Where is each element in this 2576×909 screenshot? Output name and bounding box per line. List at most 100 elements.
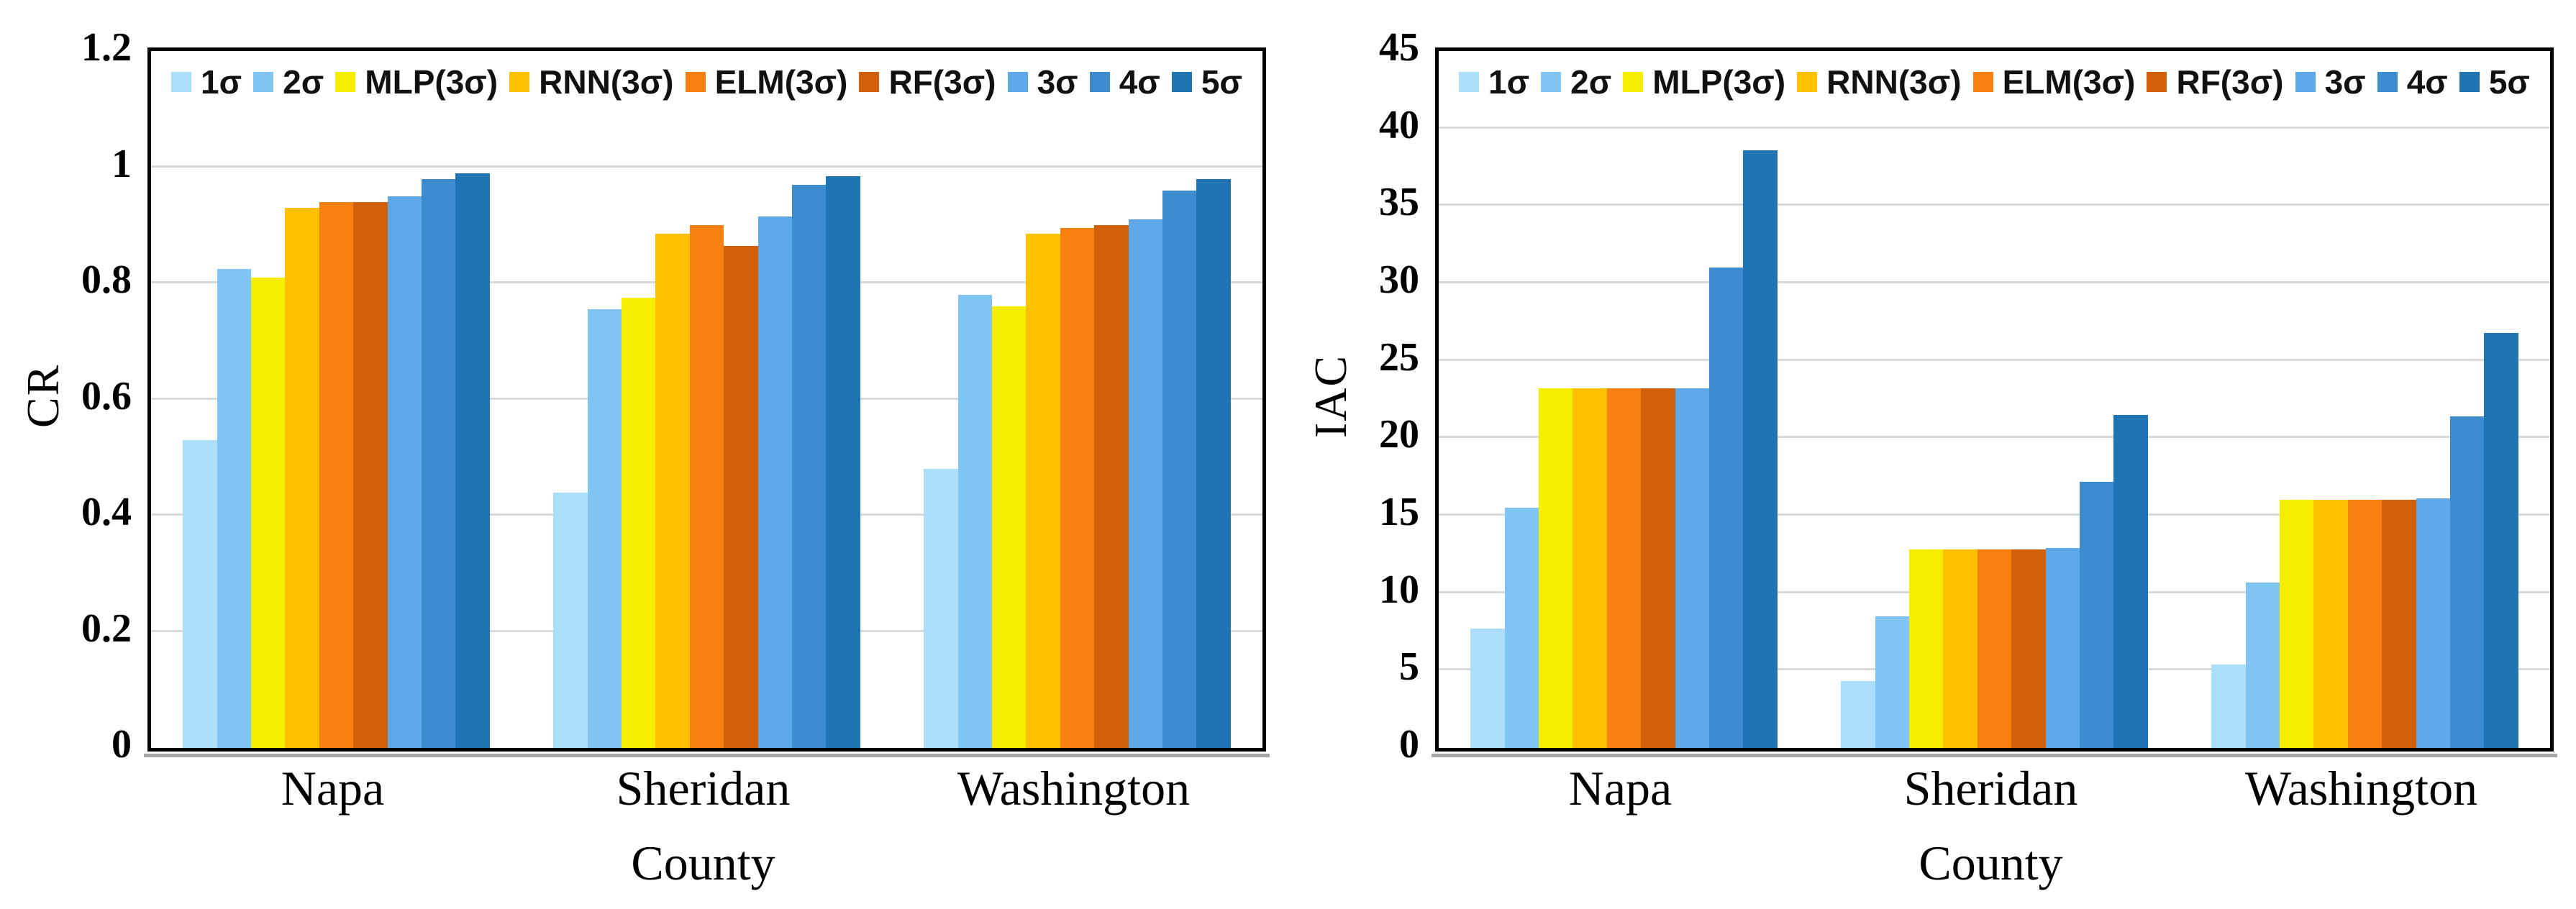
legend-item: 3σ: [2295, 63, 2366, 101]
legend-item: RF(3σ): [2147, 63, 2283, 101]
bar-group: [151, 51, 522, 748]
bar: [1641, 388, 1675, 748]
legend-swatch-icon: [2147, 72, 2167, 92]
x-axis-labels: Napa Sheridan Washington: [147, 764, 1259, 824]
y-axis-ticks: 0 0.2 0.4 0.6 0.8 1 1.2: [0, 27, 132, 764]
gridline: [1439, 358, 2550, 361]
bar-group: [522, 51, 892, 748]
legend-label: 4σ: [1119, 63, 1160, 101]
legend-label: 3σ: [1037, 63, 1078, 101]
bar: [689, 225, 724, 748]
legend-item: 1σ: [171, 63, 242, 101]
legend-item: 1σ: [1459, 63, 1529, 101]
legend-label: ELM(3σ): [2002, 63, 2136, 101]
bar: [826, 175, 860, 748]
legend-swatch-icon: [1459, 72, 1479, 92]
y-tick-label: 1.2: [81, 25, 132, 70]
bar-group: [892, 51, 1262, 748]
legend-item: 4σ: [2377, 63, 2448, 101]
gridline: [1439, 513, 2550, 516]
bar: [2245, 582, 2280, 748]
bar-group: [1439, 51, 1809, 748]
legend-swatch-icon: [1623, 72, 1644, 92]
bar: [1675, 388, 1709, 748]
gridline: [1439, 204, 2550, 206]
bar: [1841, 681, 1875, 748]
y-tick-label: 1: [111, 141, 132, 186]
bar: [2382, 500, 2416, 748]
legend-swatch-icon: [2377, 72, 2398, 92]
legend-item: MLP(3σ): [1623, 63, 1785, 101]
bar: [1943, 549, 1977, 748]
legend-label: 5σ: [2488, 63, 2530, 101]
bar: [655, 234, 690, 748]
legend-label: MLP(3σ): [365, 63, 499, 101]
legend-label: RF(3σ): [888, 63, 996, 101]
bar: [1875, 616, 1910, 748]
bar: [2045, 548, 2080, 748]
bar: [1708, 268, 1744, 748]
bar: [2211, 664, 2246, 748]
bar: [992, 306, 1027, 748]
legend: 1σ 2σ MLP(3σ) RNN(3σ) ELM(3σ) RF(3σ) 3σ 4σ 5σ: [171, 63, 1242, 101]
bar: [2011, 549, 2046, 748]
bar-group: [2180, 51, 2550, 748]
gridline: [151, 165, 1262, 168]
legend-swatch-icon: [1797, 72, 1818, 92]
bar: [319, 201, 354, 748]
x-category-label: Sheridan: [1903, 761, 2078, 816]
bar: [553, 492, 588, 748]
legend-swatch-icon: [1171, 72, 1192, 92]
y-tick-label: 20: [1379, 412, 1419, 457]
legend-label: 2σ: [283, 63, 324, 101]
bar: [387, 196, 422, 748]
x-category-label: Napa: [1568, 761, 1672, 816]
legend-item: 5σ: [2459, 63, 2530, 101]
legend-swatch-icon: [171, 72, 191, 92]
bar: [1128, 219, 1162, 748]
bar: [1504, 508, 1539, 748]
legend-swatch-icon: [1972, 72, 1993, 92]
legend-swatch-icon: [1541, 72, 1562, 92]
legend-item: 5σ: [1171, 63, 1242, 101]
legend-label: RNN(3σ): [1826, 63, 1962, 101]
x-category-label: Washington: [2244, 761, 2478, 816]
legend-item: RNN(3σ): [509, 63, 674, 101]
bar: [421, 178, 456, 748]
legend-label: 2σ: [1570, 63, 1612, 101]
y-tick-label: 45: [1379, 25, 1419, 70]
bar: [1539, 388, 1573, 748]
bar: [622, 298, 656, 748]
bar: [251, 277, 286, 748]
x-axis-title: County: [1919, 836, 2063, 890]
y-tick-label: 25: [1379, 334, 1419, 380]
legend-swatch-icon: [685, 72, 706, 92]
legend-label: 4σ: [2406, 63, 2448, 101]
bar: [2280, 500, 2314, 748]
legend-item: 2σ: [1541, 63, 1611, 101]
x-category-label: Napa: [281, 761, 385, 816]
y-tick-label: 40: [1379, 102, 1419, 147]
bar: [2484, 332, 2518, 748]
bar: [957, 295, 993, 748]
legend-swatch-icon: [509, 72, 530, 92]
y-tick-label: 0.8: [81, 257, 132, 303]
legend-item: MLP(3σ): [335, 63, 498, 101]
bar: [1060, 228, 1095, 748]
bar: [455, 173, 490, 748]
bar: [724, 245, 758, 748]
legend-swatch-icon: [2459, 72, 2480, 92]
legend-label: 3σ: [2324, 63, 2366, 101]
legend-item: RF(3σ): [859, 63, 996, 101]
legend: 1σ 2σ MLP(3σ) RNN(3σ) ELM(3σ) RF(3σ) 3σ 4σ 5σ: [1459, 63, 2530, 101]
y-axis-ticks: 0 5 10 15 20 25 30 35 40 45: [1288, 27, 1419, 764]
y-tick-label: 10: [1379, 567, 1419, 612]
bar: [1977, 549, 2012, 748]
bar: [2313, 500, 2348, 748]
bar-group: [1809, 51, 2180, 748]
legend-swatch-icon: [1089, 72, 1110, 92]
legend-item: 3σ: [1007, 63, 1078, 101]
legend-swatch-icon: [2295, 72, 2316, 92]
legend-swatch-icon: [253, 72, 274, 92]
